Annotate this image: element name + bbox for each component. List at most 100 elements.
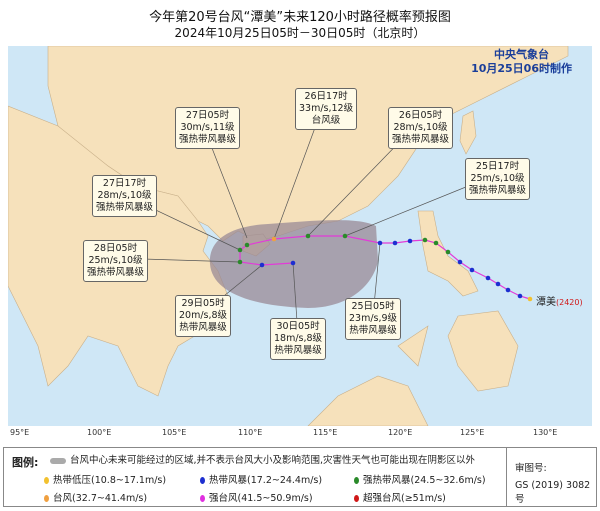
forecast-label-box: 29日05时 20m/s,8级 热带风暴级 bbox=[175, 295, 232, 337]
longitude-label: 120°E bbox=[388, 428, 413, 437]
forecast-grade: 强热带风暴级 bbox=[87, 267, 145, 278]
cone-note-text: 台风中心未来可能经过的区域,并不表示台风大小及影响范围,灾害性天气也可能出现在阴… bbox=[70, 455, 476, 466]
forecast-grade: 强热带风暴级 bbox=[96, 202, 154, 213]
longitude-label: 105°E bbox=[162, 428, 187, 437]
forecast-label-box: 30日05时 18m/s,8级 热带风暴级 bbox=[270, 318, 327, 360]
legend-label: 热带风暴(17.2~24.4m/s) bbox=[209, 475, 323, 486]
legend-item: 热带低压(10.8~17.1m/s) bbox=[44, 472, 166, 486]
philippine-islands bbox=[397, 310, 519, 392]
forecast-grade: 强热带风暴级 bbox=[179, 134, 237, 145]
legend-item: 强台风(41.5~50.9m/s) bbox=[200, 490, 313, 504]
approval-block: 审图号: GS (2019) 3082号 bbox=[506, 448, 597, 506]
track-point bbox=[377, 240, 383, 246]
track-point bbox=[342, 233, 348, 239]
forecast-wind: 28m/s,10级 bbox=[393, 122, 448, 133]
forecast-wind: 33m/s,12级 bbox=[299, 103, 354, 114]
track-point bbox=[469, 267, 475, 273]
track-point bbox=[407, 238, 413, 244]
typhoon-name: 潭美 bbox=[536, 297, 556, 308]
track-point bbox=[290, 260, 296, 266]
legend-dot-icon bbox=[200, 477, 205, 484]
legend-dot-icon bbox=[44, 495, 49, 502]
forecast-wind: 25m/s,10级 bbox=[470, 173, 525, 184]
forecast-wind: 18m/s,8级 bbox=[274, 333, 323, 344]
legend-item: 超强台风(≥51m/s) bbox=[354, 490, 446, 504]
legend-item: 强热带风暴(24.5~32.6m/s) bbox=[354, 472, 486, 486]
track-point bbox=[271, 236, 277, 242]
track-point bbox=[445, 249, 451, 255]
taiwan bbox=[459, 110, 477, 155]
legend: 图例: 台风中心未来可能经过的区域,并不表示台风大小及影响范围,灾害性天气也可能… bbox=[3, 447, 597, 507]
legend-dot-icon bbox=[44, 477, 49, 484]
legend-label: 强热带风暴(24.5~32.6m/s) bbox=[363, 475, 486, 486]
forecast-wind: 30m/s,11级 bbox=[180, 122, 235, 133]
forecast-grade: 热带风暴级 bbox=[349, 325, 397, 336]
legend-item: 台风(32.7~41.4m/s) bbox=[44, 490, 147, 504]
track-point bbox=[392, 240, 398, 246]
typhoon-id: (2420) bbox=[556, 298, 583, 307]
track-point bbox=[259, 262, 265, 268]
forecast-grade: 强热带风暴级 bbox=[392, 134, 450, 145]
forecast-time: 25日17时 bbox=[475, 161, 520, 172]
track-point bbox=[237, 259, 243, 265]
forecast-time: 27日05时 bbox=[185, 110, 230, 121]
forecast-label-box: 26日17时 33m/s,12级 台风级 bbox=[295, 88, 358, 130]
track-point bbox=[485, 275, 491, 281]
approval-label: 审图号: bbox=[515, 463, 547, 474]
track-point bbox=[305, 233, 311, 239]
forecast-label-box: 27日05时 30m/s,11级 强热带风暴级 bbox=[175, 107, 241, 149]
legend-dot-icon bbox=[200, 495, 205, 502]
forecast-wind: 28m/s,10级 bbox=[97, 190, 152, 201]
luzon bbox=[417, 210, 479, 297]
legend-dot-icon bbox=[354, 495, 359, 502]
track-point bbox=[517, 293, 523, 299]
track-point bbox=[433, 240, 439, 246]
forecast-wind: 25m/s,10级 bbox=[88, 255, 143, 266]
longitude-label: 115°E bbox=[313, 428, 338, 437]
agency-block: 中央气象台 10月25日06时制作 bbox=[471, 48, 572, 76]
borneo bbox=[307, 375, 429, 426]
typhoon-name-label: 潭美(2420) bbox=[536, 293, 583, 308]
forecast-label-box: 28日05时 25m/s,10级 强热带风暴级 bbox=[83, 240, 149, 282]
approval-number: GS (2019) 3082号 bbox=[515, 480, 591, 505]
forecast-grade: 热带风暴级 bbox=[179, 322, 227, 333]
legend-label: 热带低压(10.8~17.1m/s) bbox=[53, 475, 167, 486]
forecast-grade: 台风级 bbox=[311, 115, 341, 126]
forecast-label-box: 26日05时 28m/s,10级 强热带风暴级 bbox=[388, 107, 454, 149]
legend-dot-icon bbox=[354, 477, 359, 484]
map-title: 今年第20号台风“潭美”未来120小时路径概率预报图 bbox=[149, 10, 451, 25]
longitude-label: 130°E bbox=[533, 428, 558, 437]
forecast-wind: 23m/s,9级 bbox=[349, 313, 398, 324]
legend-cone-note: 台风中心未来可能经过的区域,并不表示台风大小及影响范围,灾害性天气也可能出现在阴… bbox=[50, 452, 475, 466]
track-point bbox=[527, 296, 533, 302]
track-point bbox=[495, 281, 501, 287]
forecast-time: 26日05时 bbox=[398, 110, 443, 121]
legend-label: 超强台风(≥51m/s) bbox=[363, 493, 446, 504]
map-subtitle: 2024年10月25日05时－30日05时（北京时） bbox=[174, 26, 426, 40]
agency-name: 中央气象台 bbox=[494, 48, 550, 61]
forecast-time: 29日05时 bbox=[181, 298, 225, 309]
forecast-time: 25日05时 bbox=[351, 301, 395, 312]
forecast-wind: 20m/s,8级 bbox=[179, 310, 228, 321]
track-point bbox=[422, 237, 428, 243]
forecast-time: 28日05时 bbox=[93, 243, 138, 254]
track-point bbox=[505, 287, 511, 293]
track-point bbox=[244, 242, 250, 248]
track-point bbox=[457, 259, 463, 265]
forecast-grade: 强热带风暴级 bbox=[469, 185, 527, 196]
legend-label: 强台风(41.5~50.9m/s) bbox=[209, 493, 313, 504]
legend-title: 图例: bbox=[12, 456, 39, 469]
track-point bbox=[237, 247, 243, 253]
longitude-label: 95°E bbox=[10, 428, 30, 437]
legend-label: 台风(32.7~41.4m/s) bbox=[53, 493, 148, 504]
forecast-label-box: 25日17时 25m/s,10级 强热带风暴级 bbox=[465, 158, 531, 200]
longitude-label: 110°E bbox=[238, 428, 263, 437]
forecast-label-box: 25日05时 23m/s,9级 热带风暴级 bbox=[345, 298, 402, 340]
forecast-time: 30日05时 bbox=[276, 321, 320, 332]
forecast-label-box: 27日17时 28m/s,10级 强热带风暴级 bbox=[92, 175, 158, 217]
forecast-time: 27日17时 bbox=[102, 178, 147, 189]
forecast-time: 26日17时 bbox=[304, 91, 348, 102]
cone-swatch-icon bbox=[50, 457, 66, 464]
longitude-label: 125°E bbox=[460, 428, 485, 437]
